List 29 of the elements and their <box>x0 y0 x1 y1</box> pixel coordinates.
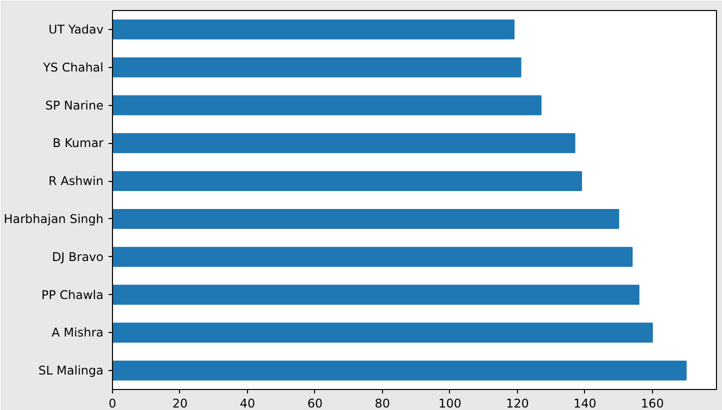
y-tick-label: SP Narine <box>45 98 104 112</box>
x-tick-label: 160 <box>640 396 664 410</box>
y-tick-label: R Ashwin <box>48 174 104 188</box>
x-tick-label: 20 <box>172 396 188 410</box>
bar <box>112 133 576 154</box>
y-tick-label: Harbhajan Singh <box>4 212 104 226</box>
x-tick-label: 100 <box>438 396 462 410</box>
y-tick-label: B Kumar <box>52 136 104 150</box>
y-tick-label: DJ Bravo <box>52 250 104 264</box>
bar <box>112 284 640 305</box>
y-tick-label: A Mishra <box>52 326 104 340</box>
x-tick-label: 140 <box>573 396 596 410</box>
y-tick-label: YS Chahal <box>42 60 104 74</box>
bar <box>112 322 653 343</box>
bar <box>112 57 522 78</box>
bar <box>112 171 582 192</box>
y-tick-label: UT Yadav <box>48 22 104 36</box>
bar <box>112 246 633 267</box>
x-tick-label: 40 <box>240 396 256 410</box>
y-tick-label: SL Malinga <box>38 364 104 378</box>
bar <box>112 95 542 116</box>
x-tick-label: 60 <box>307 396 323 410</box>
bar <box>112 19 515 40</box>
bar <box>112 208 620 229</box>
bar <box>112 360 687 381</box>
y-tick-label: PP Chawla <box>41 288 104 302</box>
x-tick-label: 120 <box>506 396 529 410</box>
x-tick-label: 80 <box>374 396 390 410</box>
x-tick-label: 0 <box>108 396 116 410</box>
